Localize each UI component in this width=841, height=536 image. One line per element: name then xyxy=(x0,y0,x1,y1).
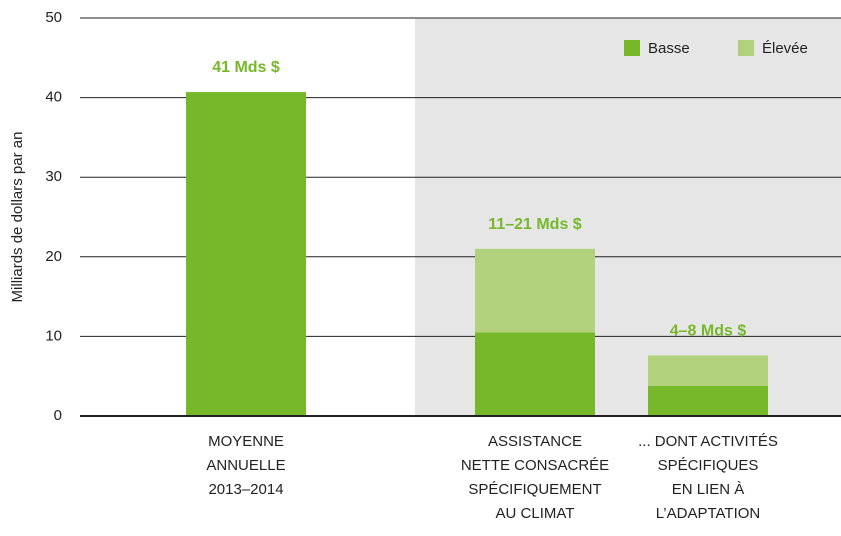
data-label: 41 Mds $ xyxy=(212,59,280,76)
y-axis-label: Milliards de dollars par an xyxy=(9,132,26,303)
x-tick-label: NETTE CONSACRÉE xyxy=(461,457,609,474)
x-tick-label: AU CLIMAT xyxy=(496,505,575,522)
y-tick-label: 50 xyxy=(45,9,62,26)
y-tick-label: 30 xyxy=(45,168,62,185)
legend-swatch xyxy=(738,40,754,56)
bar-segment xyxy=(648,355,768,386)
x-tick-label: MOYENNE xyxy=(208,433,284,450)
x-tick-label: ASSISTANCE xyxy=(488,433,582,450)
bar-segment xyxy=(648,385,768,416)
x-tick-label: L’ADAPTATION xyxy=(656,505,760,522)
x-tick-label: ANNUELLE xyxy=(206,457,285,474)
x-tick-label: SPÉCIFIQUEMENT xyxy=(468,481,601,498)
bar-segment xyxy=(475,332,595,416)
legend-swatch xyxy=(624,40,640,56)
y-tick-label: 0 xyxy=(54,407,62,424)
data-label: 11–21 Mds $ xyxy=(488,216,582,233)
y-tick-label: 20 xyxy=(45,248,62,265)
x-tick-label: ... DONT ACTIVITÉS xyxy=(638,433,778,450)
y-tick-label: 10 xyxy=(45,327,62,344)
x-tick-label: EN LIEN À xyxy=(672,481,745,498)
legend-label: Élevée xyxy=(762,40,808,57)
bar-segment xyxy=(475,248,595,333)
bar-segment xyxy=(186,92,306,416)
x-tick-label: 2013–2014 xyxy=(208,481,283,498)
legend-label: Basse xyxy=(648,40,690,57)
x-tick-label: SPÉCIFIQUES xyxy=(658,457,759,474)
y-tick-label: 40 xyxy=(45,89,62,106)
data-label: 4–8 Mds $ xyxy=(670,323,747,340)
